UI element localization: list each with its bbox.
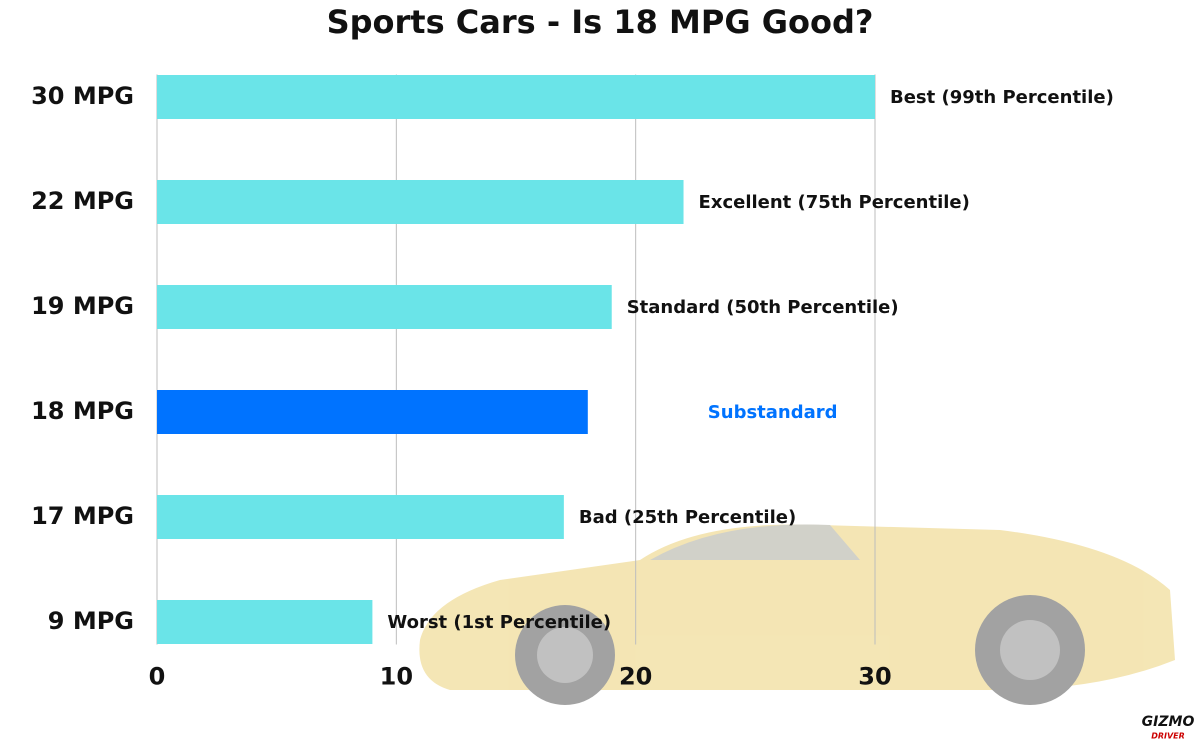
bar-annotation: Standard (50th Percentile) [627, 297, 899, 318]
logo-name: GIZMO [1142, 714, 1195, 730]
bar [157, 600, 373, 644]
bar-annotation: Worst (1st Percentile) [387, 612, 611, 633]
bar-annotation: Best (99th Percentile) [890, 87, 1114, 108]
car-illustration [419, 524, 1175, 705]
y-tick-label: 18 MPG [31, 397, 134, 425]
y-tick-label: 30 MPG [31, 82, 134, 110]
y-tick-label: 17 MPG [31, 502, 134, 530]
bar [157, 180, 684, 224]
x-tick-label: 10 [380, 663, 413, 691]
logo-tagline: DRIVER [1151, 732, 1185, 741]
bar-annotation: Bad (25th Percentile) [579, 507, 796, 528]
x-tick-label: 0 [149, 663, 166, 691]
x-tick-label: 20 [619, 663, 652, 691]
bar [157, 75, 875, 119]
y-tick-label: 19 MPG [31, 292, 134, 320]
x-tick-label: 30 [858, 663, 891, 691]
bar [157, 285, 612, 329]
bar [157, 495, 564, 539]
bar-annotation: Substandard [708, 402, 838, 423]
y-tick-label: 22 MPG [31, 187, 134, 215]
bar [157, 390, 588, 434]
y-tick-label: 9 MPG [48, 607, 134, 635]
chart-title: Sports Cars - Is 18 MPG Good? [327, 3, 874, 41]
bar-annotation: Excellent (75th Percentile) [699, 192, 970, 213]
